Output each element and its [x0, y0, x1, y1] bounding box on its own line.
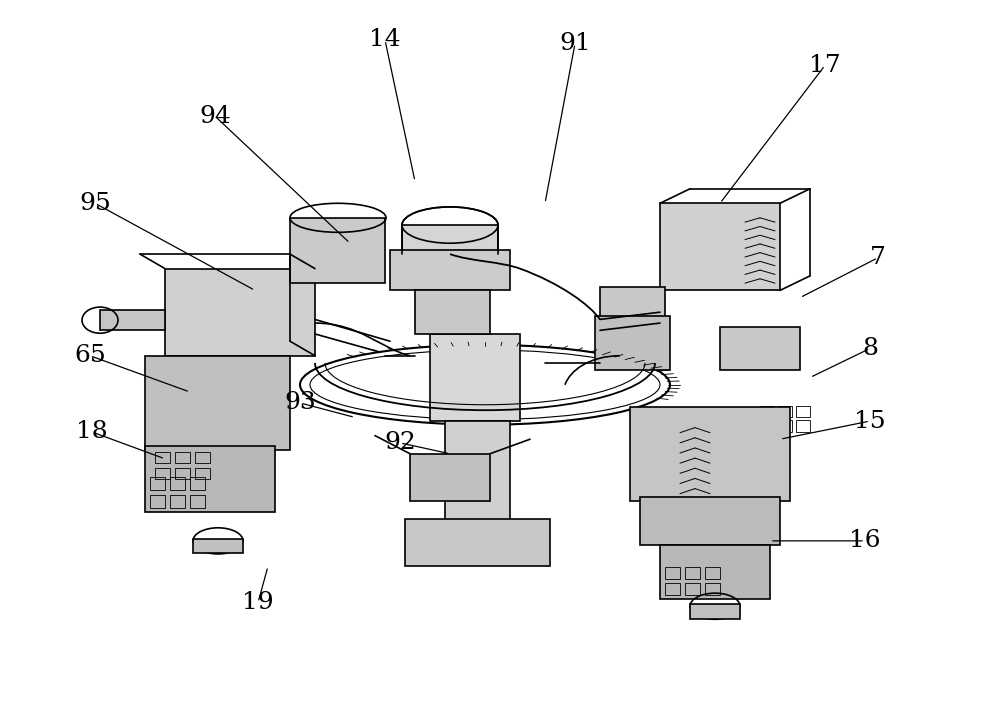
- Text: 14: 14: [369, 28, 401, 52]
- Bar: [410, 454, 490, 501]
- Bar: [445, 421, 510, 523]
- Bar: [690, 604, 740, 619]
- Text: 7: 7: [870, 246, 886, 269]
- Bar: [630, 407, 790, 501]
- Bar: [778, 406, 792, 417]
- Bar: [660, 203, 780, 290]
- Bar: [595, 316, 670, 370]
- Bar: [778, 420, 792, 432]
- Bar: [685, 583, 700, 595]
- Bar: [155, 468, 170, 479]
- Bar: [665, 567, 680, 579]
- Text: 92: 92: [384, 431, 416, 454]
- Bar: [796, 420, 810, 432]
- Bar: [705, 583, 720, 595]
- Bar: [175, 452, 190, 463]
- Bar: [190, 477, 205, 490]
- Bar: [600, 287, 665, 319]
- Bar: [170, 495, 185, 508]
- Text: 15: 15: [854, 409, 886, 433]
- Text: 8: 8: [862, 337, 878, 360]
- Bar: [190, 495, 205, 508]
- Text: 93: 93: [284, 391, 316, 415]
- Bar: [685, 567, 700, 579]
- Bar: [796, 406, 810, 417]
- Bar: [150, 477, 165, 490]
- Bar: [390, 250, 510, 290]
- Bar: [720, 327, 800, 370]
- Bar: [760, 420, 774, 432]
- Bar: [290, 218, 385, 283]
- Bar: [155, 452, 170, 463]
- Text: 65: 65: [74, 344, 106, 367]
- Text: 94: 94: [199, 105, 231, 128]
- Bar: [195, 452, 210, 463]
- Text: 18: 18: [76, 420, 108, 444]
- Bar: [175, 468, 190, 479]
- Bar: [705, 567, 720, 579]
- Bar: [415, 290, 490, 334]
- Bar: [145, 446, 275, 512]
- Text: 95: 95: [79, 192, 111, 215]
- Bar: [405, 519, 550, 566]
- Bar: [402, 225, 498, 254]
- Bar: [640, 497, 780, 544]
- Bar: [170, 477, 185, 490]
- Bar: [100, 310, 165, 330]
- Bar: [165, 269, 315, 356]
- Bar: [430, 334, 520, 421]
- Text: 19: 19: [242, 591, 274, 614]
- Bar: [193, 539, 243, 553]
- Text: 91: 91: [559, 32, 591, 55]
- Bar: [665, 583, 680, 595]
- Bar: [150, 495, 165, 508]
- Bar: [760, 406, 774, 417]
- Bar: [660, 544, 770, 599]
- Text: 17: 17: [809, 54, 841, 77]
- Bar: [195, 468, 210, 479]
- Bar: [145, 356, 290, 450]
- Text: 16: 16: [849, 529, 881, 552]
